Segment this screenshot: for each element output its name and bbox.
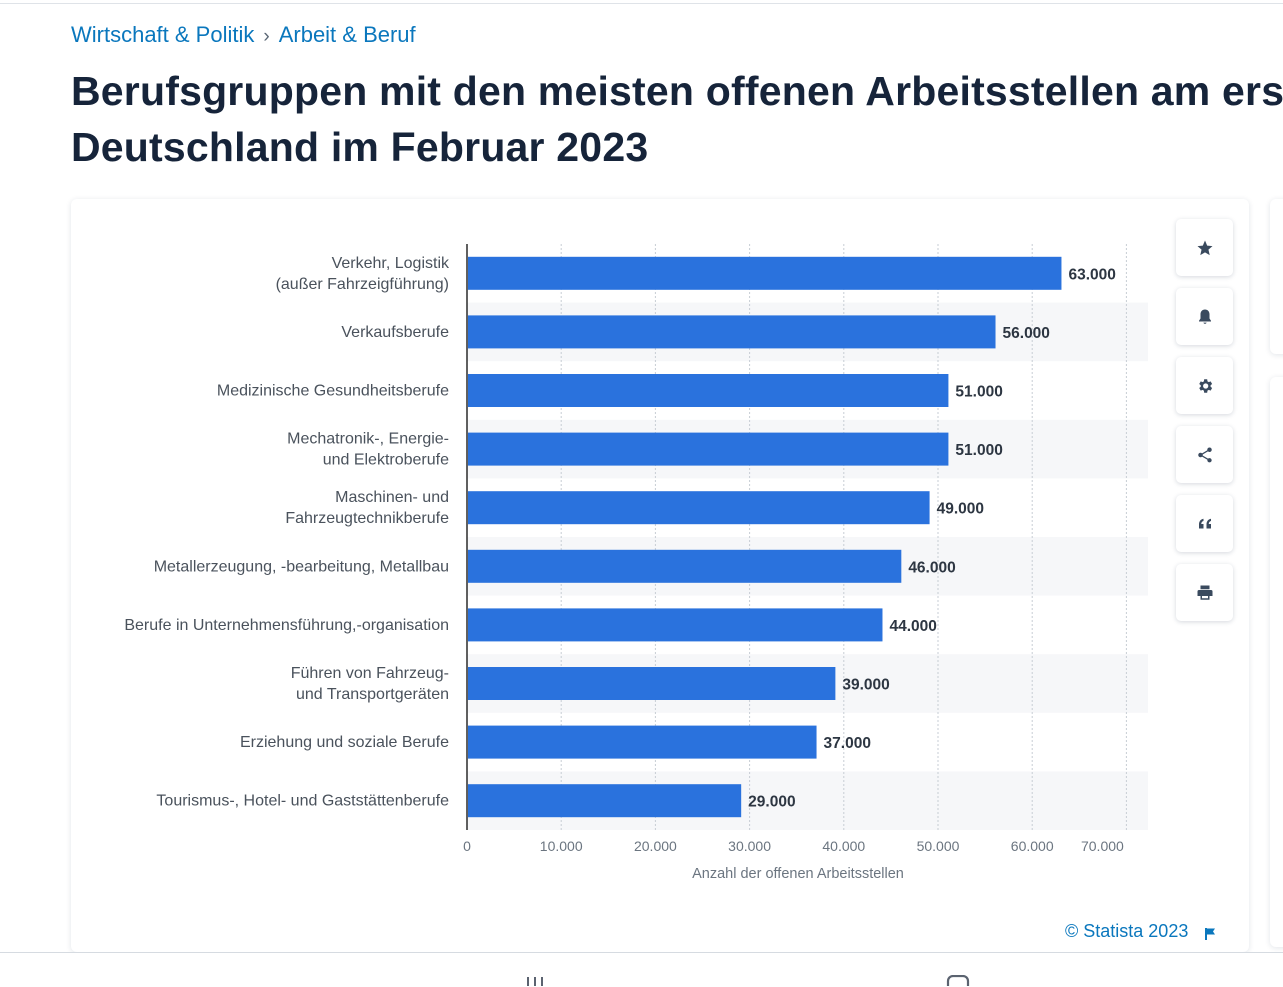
share-icon	[1197, 447, 1212, 462]
bar-value-label: 49.000	[937, 501, 984, 518]
bar[interactable]	[468, 725, 817, 759]
category-label-line: und Transportgeräten	[296, 686, 449, 703]
printer-icon	[1197, 585, 1212, 600]
category-label-line: Führen von Fahrzeug-	[291, 665, 449, 682]
home-icon[interactable]	[946, 975, 972, 986]
x-tick-label: 30.000	[728, 838, 771, 854]
bar-value-label: 51.000	[955, 384, 1002, 401]
category-label-line: Medizinische Gesundheitsberufe	[217, 383, 449, 400]
bar-value-label: 46.000	[908, 559, 955, 576]
category-label: Verkehr, Logistik (außer Fahrzeigführung)	[276, 255, 450, 293]
bar-value-label: 37.000	[824, 735, 871, 752]
bar-value-label: 56.000	[1003, 325, 1050, 342]
bar[interactable]	[468, 315, 996, 349]
quote-icon	[1198, 518, 1211, 528]
page-title-line-1: Berufsgruppen mit den meisten offenen Ar…	[71, 68, 1283, 114]
bar[interactable]	[468, 784, 742, 818]
bar[interactable]	[468, 432, 949, 466]
bar[interactable]	[468, 667, 836, 700]
x-tick-label: 20.000	[634, 838, 677, 854]
bar-value-label: 51.000	[955, 442, 1002, 459]
notification-button[interactable]	[1176, 288, 1233, 345]
category-label: Erziehung und soziale Berufe	[240, 734, 449, 751]
bar-value-label: 44.000	[889, 618, 936, 635]
category-label-line: und Elektroberufe	[323, 452, 449, 469]
breadcrumb: Wirtschaft & Politik › Arbeit & Beruf	[71, 22, 416, 48]
bar-value-label: 29.000	[748, 794, 795, 811]
bar[interactable]	[468, 549, 902, 583]
page-title: Berufsgruppen mit den meisten offenen Ar…	[71, 63, 1283, 175]
bar[interactable]	[468, 608, 883, 642]
bell-icon	[1198, 309, 1211, 324]
favorite-button[interactable]	[1176, 219, 1233, 276]
x-tick-label: 10.000	[540, 838, 583, 854]
category-label-line: Fahrzeugtechnikberufe	[285, 510, 449, 527]
category-label: Verkaufsberufe	[341, 324, 449, 341]
category-label: Berufe in Unternehmensführung,-organisat…	[124, 617, 449, 634]
x-tick-label: 60.000	[1011, 838, 1054, 854]
category-label-line: Verkaufsberufe	[341, 324, 449, 341]
category-label: Medizinische Gesundheitsberufe	[217, 383, 449, 400]
star-icon	[1197, 240, 1212, 255]
settings-button[interactable]	[1176, 357, 1233, 414]
category-label: Tourismus-, Hotel- und Gaststättenberufe	[156, 793, 449, 810]
breadcrumb-link-arbeit-beruf[interactable]: Arbeit & Beruf	[278, 22, 416, 47]
gear-icon	[1198, 378, 1212, 393]
category-label-line: Tourismus-, Hotel- und Gaststättenberufe	[156, 793, 449, 810]
category-label: Metallerzeugung, -bearbeitung, Metallbau	[154, 558, 449, 575]
share-button[interactable]	[1176, 426, 1233, 483]
bar-value-label: 63.000	[1068, 266, 1115, 283]
x-tick-label: 70.000	[1081, 838, 1124, 854]
bar[interactable]	[468, 256, 1062, 290]
category-label: Maschinen- und Fahrzeugtechnikberufe	[285, 489, 449, 527]
category-label-line: Verkehr, Logistik	[332, 255, 450, 272]
x-axis-label: Anzahl der offenen Arbeitsstellen	[692, 866, 904, 882]
category-label-line: Metallerzeugung, -bearbeitung, Metallbau	[154, 558, 449, 575]
category-label-line: (außer Fahrzeigführung)	[276, 276, 449, 293]
category-label-line: Mechatronik-, Energie-	[287, 431, 449, 448]
recent-apps-icon[interactable]	[525, 976, 549, 986]
statista-copyright-link[interactable]: © Statista 2023	[1065, 921, 1189, 941]
category-label-line: Maschinen- und	[335, 489, 449, 506]
category-label: Mechatronik-, Energie-und Elektroberufe	[287, 431, 449, 469]
breadcrumb-link-wirtschaft-politik[interactable]: Wirtschaft & Politik	[71, 22, 255, 47]
x-tick-label: 50.000	[917, 838, 960, 854]
top-divider	[0, 3, 1283, 4]
side-card-bottom	[1270, 377, 1283, 947]
x-tick-label: 0	[463, 838, 471, 854]
bar-value-label: 39.000	[842, 677, 889, 694]
category-label: Führen von Fahrzeug-und Transportgeräten	[291, 665, 449, 703]
cite-button[interactable]	[1176, 495, 1233, 552]
flag-icon[interactable]	[1204, 927, 1216, 941]
category-label-line: Erziehung und soziale Berufe	[240, 734, 449, 751]
side-card-top	[1270, 199, 1283, 354]
category-label-line: Berufe in Unternehmensführung,-organisat…	[124, 617, 449, 634]
print-button[interactable]	[1176, 564, 1233, 621]
bottom-navigation-bar	[0, 952, 1283, 987]
bar[interactable]	[468, 374, 949, 407]
page-title-line-2: Deutschland im Februar 2023	[71, 124, 649, 170]
x-tick-label: 40.000	[822, 838, 865, 854]
bar[interactable]	[468, 491, 930, 525]
breadcrumb-separator: ›	[263, 26, 270, 47]
